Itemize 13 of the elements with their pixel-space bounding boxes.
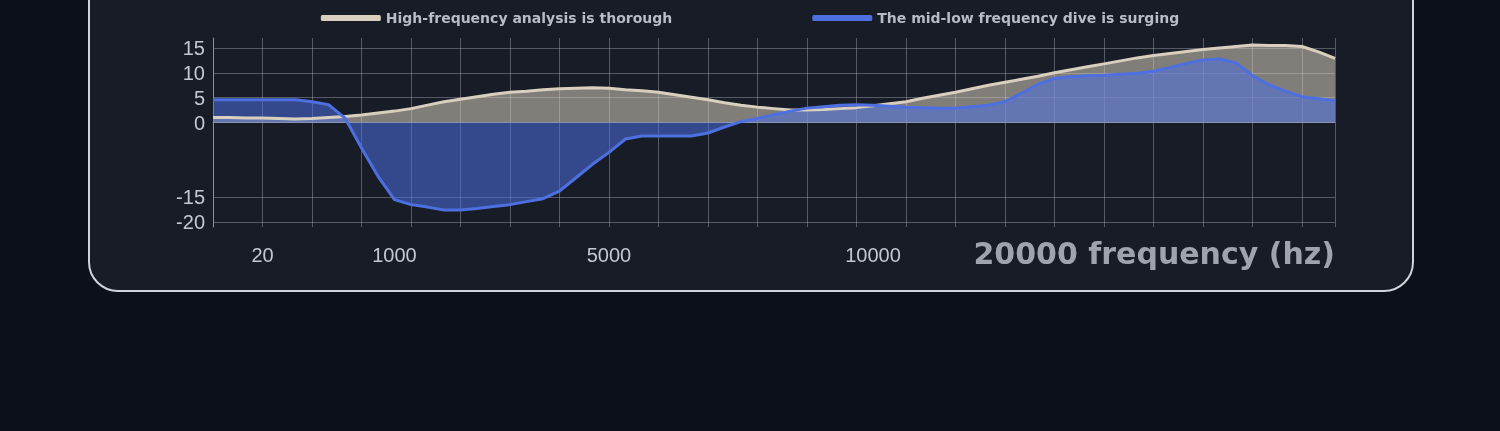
y-tick-label: 15 <box>182 36 205 59</box>
y-tick-label: 5 <box>193 86 205 109</box>
x-axis-title: 20000 frequency (hz) <box>973 235 1336 271</box>
x-tick-label: 1000 <box>372 244 417 266</box>
y-tick-label: 0 <box>193 111 205 134</box>
y-tick-label: -15 <box>176 186 205 209</box>
x-tick-label: 20 <box>251 244 274 266</box>
legend-label: High-frequency analysis is thorough <box>385 10 673 26</box>
x-tick-label: 10000 <box>845 244 901 266</box>
legend-label: The mid-low frequency dive is surging <box>877 10 1180 26</box>
x-tick-label: 5000 <box>586 244 632 266</box>
y-tick-label: -20 <box>176 211 205 234</box>
y-tick-label: 10 <box>182 61 205 84</box>
